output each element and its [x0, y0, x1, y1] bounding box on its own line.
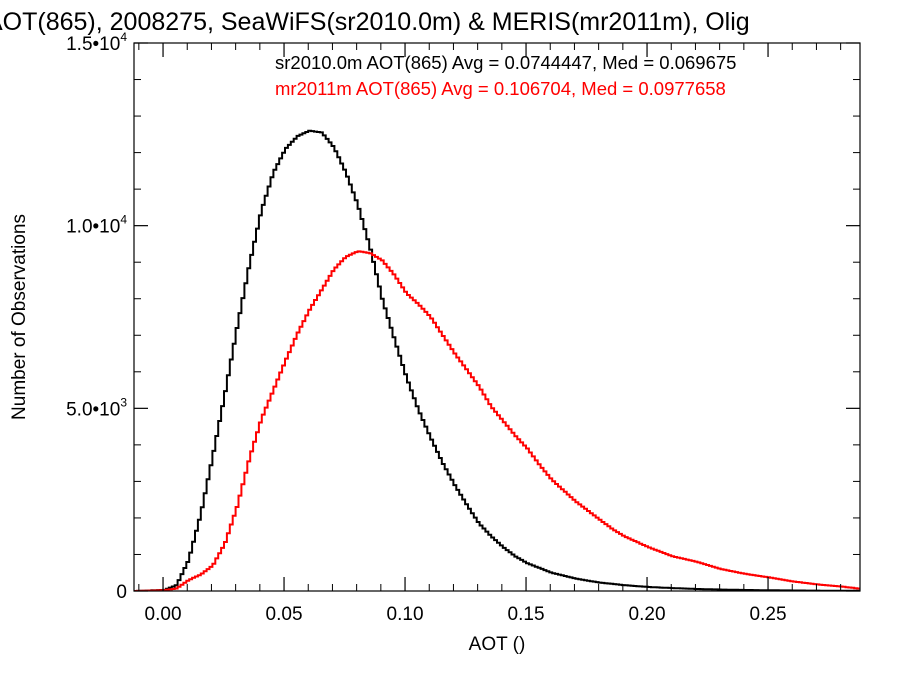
y-axis-label: Number of Observations — [9, 214, 30, 420]
x-axis: 0.00 0.05 0.10 0.15 0.20 0.25 — [138, 43, 842, 625]
y-tick-label: 1.5•104 — [66, 30, 127, 55]
legend-entry-mr2011m: mr2011m AOT(865) Avg = 0.106704, Med = 0… — [275, 78, 726, 99]
plot-frame — [133, 42, 861, 592]
x-tick-label: 0.00 — [145, 604, 182, 625]
series-line-sr2010.0m — [134, 129, 860, 591]
series-line-mr2011m — [134, 250, 860, 591]
x-tick-label: 0.20 — [629, 604, 666, 625]
y-tick-label: 5.0•103 — [66, 395, 127, 420]
x-tick-label: 0.25 — [750, 604, 787, 625]
x-tick-label: 0.15 — [508, 604, 545, 625]
x-tick-label: 0.05 — [266, 604, 303, 625]
y-tick-label: 1.0•104 — [66, 213, 127, 238]
legend-entry-sr2010: sr2010.0m AOT(865) Avg = 0.0744447, Med … — [275, 52, 736, 73]
y-axis: 0 5.0•103 1.0•104 1.5•104 — [66, 30, 860, 603]
x-axis-label: AOT () — [469, 634, 526, 655]
series-group — [134, 129, 860, 591]
chart-title: AOT(865), 2008275, SeaWiFS(sr2010.0m) & … — [0, 8, 750, 36]
x-tick-label: 0.10 — [387, 604, 424, 625]
y-tick-label: 0 — [116, 582, 127, 603]
legend: sr2010.0m AOT(865) Avg = 0.0744447, Med … — [275, 52, 736, 99]
